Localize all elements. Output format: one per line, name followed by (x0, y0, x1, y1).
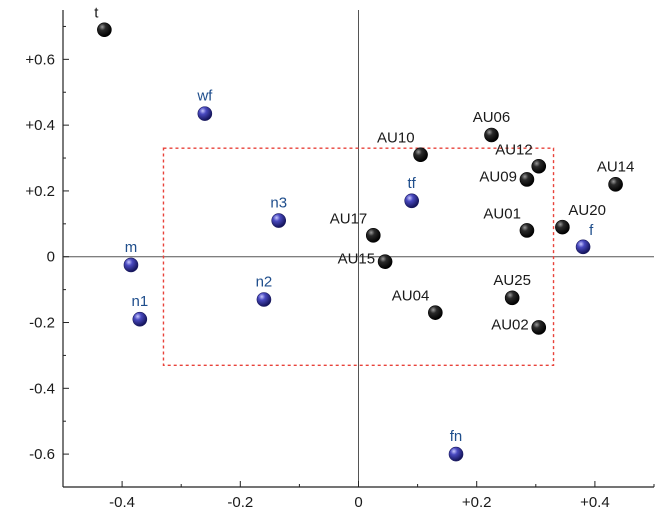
data-point-au06 (484, 127, 499, 143)
data-label-m: m (125, 239, 138, 256)
data-point-tf (404, 193, 419, 209)
data-point-au12 (531, 158, 547, 174)
points: t AU06 AU10 AU12 AU09 AU14 AU17 AU01 AU20 AU15 AU2… (94, 5, 635, 462)
data-label-fn: fn (450, 428, 463, 445)
data-point-au04 (428, 305, 443, 320)
data-point-au15 (377, 254, 393, 269)
data-point-n1 (132, 311, 148, 327)
data-point-fn (448, 446, 464, 462)
data-label-f: f (589, 222, 594, 239)
data-label-au17: AU17 (330, 210, 368, 227)
data-label-au20: AU20 (568, 202, 606, 219)
data-point-au25 (504, 290, 520, 306)
data-label-au02: AU02 (491, 316, 529, 333)
data-point-au14 (608, 177, 623, 192)
highlight-box (162, 147, 555, 366)
data-label-au15: AU15 (338, 251, 376, 268)
data-label-au09: AU09 (479, 168, 517, 185)
data-point-t (97, 22, 112, 38)
data-point-n2 (256, 292, 272, 307)
x-tick-label: -0.2 (227, 494, 253, 511)
data-label-tf: tf (408, 175, 417, 192)
data-label-au04: AU04 (392, 288, 430, 305)
y-tick-label: 0 (47, 249, 55, 266)
data-label-au10: AU10 (377, 130, 415, 147)
x-tick-label: +0.2 (462, 494, 492, 511)
y-tick-label: +0.4 (25, 117, 55, 134)
x-tick-label: +0.4 (580, 494, 610, 511)
data-point-au09 (519, 172, 535, 187)
axes: +0.6 +0.4 +0.2 0 -0.2 -0.4 -0.6 -0.4 -0.2 0 +0.2 +0… (25, 10, 655, 511)
x-tick-label: 0 (354, 494, 362, 511)
data-label-n2: n2 (256, 273, 273, 290)
data-point-n3 (271, 213, 287, 228)
y-tick-label: +0.2 (25, 183, 55, 200)
data-label-au01: AU01 (483, 205, 521, 222)
data-point-au17 (365, 228, 381, 243)
data-point-f (575, 239, 591, 255)
data-label-au25: AU25 (493, 272, 531, 289)
y-tick-label: -0.2 (29, 315, 55, 332)
data-point-au01 (519, 223, 535, 238)
highlight-box-layer (162, 147, 555, 366)
data-label-n3: n3 (270, 195, 287, 212)
data-point-au02 (531, 320, 547, 335)
data-label-n1: n1 (131, 293, 148, 310)
y-tick-label: -0.6 (29, 446, 55, 463)
y-tick-label: -0.4 (29, 380, 55, 397)
data-point-au20 (555, 219, 570, 235)
data-point-m (123, 257, 139, 273)
data-label-au14: AU14 (597, 158, 635, 175)
data-label-wf: wf (196, 88, 213, 105)
x-tick-label: -0.4 (109, 494, 135, 511)
data-label-au12: AU12 (495, 141, 533, 158)
data-label-au06: AU06 (473, 109, 511, 126)
y-tick-label: +0.6 (25, 51, 55, 68)
data-point-wf (197, 106, 213, 121)
data-label-t: t (94, 5, 99, 22)
data-point-au10 (413, 147, 428, 163)
